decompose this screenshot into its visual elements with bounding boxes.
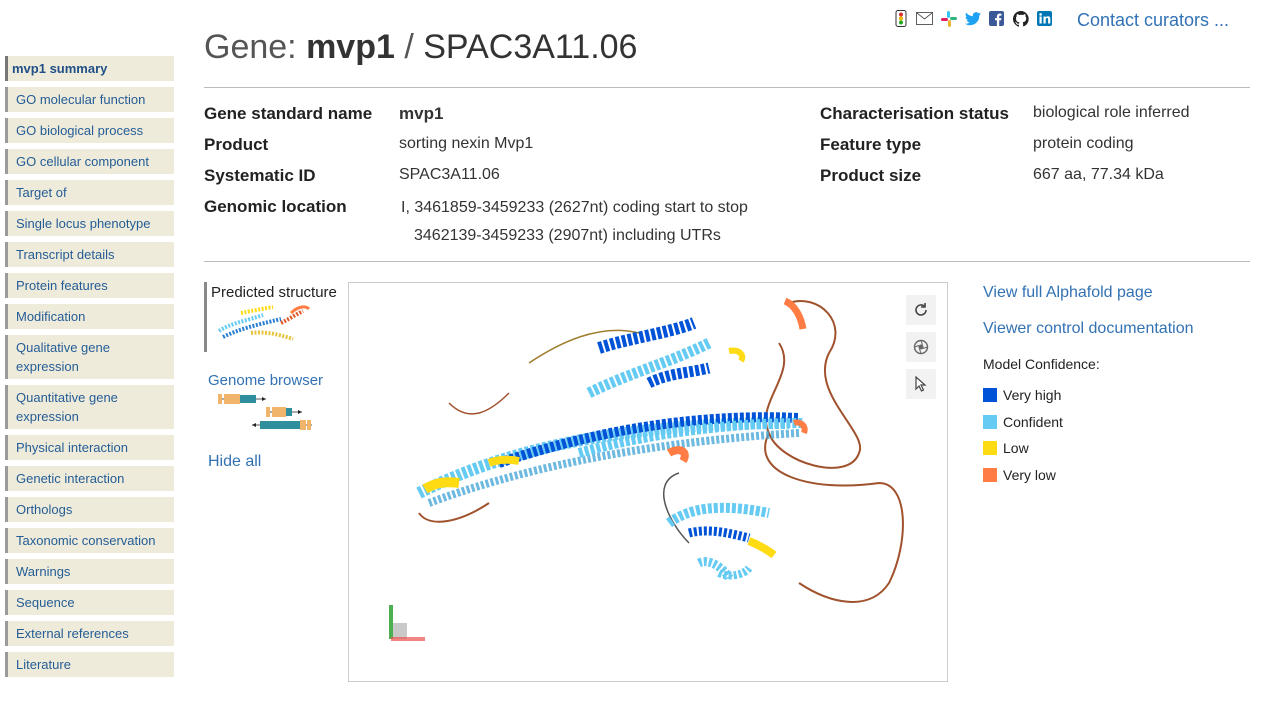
view-selector: Predicted structure Genome browser Hide …	[204, 282, 344, 470]
label-genomic-location: Genomic location	[204, 197, 347, 216]
sidebar-item-orthologs[interactable]: Orthologs	[5, 497, 174, 522]
value-feature-type: protein coding	[1033, 135, 1134, 152]
sidebar-item-modification[interactable]: Modification	[5, 304, 174, 329]
value-characterisation-status: biological role inferred	[1033, 104, 1190, 121]
divider	[204, 87, 1250, 88]
label-product: Product	[204, 135, 269, 154]
sidebar-item-warnings[interactable]: Warnings	[5, 559, 174, 584]
sidebar-item-genetic-interaction[interactable]: Genetic interaction	[5, 466, 174, 491]
genome-browser-thumbnail-icon[interactable]	[212, 391, 312, 433]
title-prefix: Gene:	[204, 28, 307, 66]
legend-label: Low	[1003, 440, 1029, 457]
structure-viewer[interactable]	[348, 282, 948, 682]
sidebar-item-taxonomic-conservation[interactable]: Taxonomic conservation	[5, 528, 174, 553]
divider	[204, 261, 1250, 262]
legend-swatch	[983, 414, 997, 429]
legend-swatch	[983, 441, 997, 456]
contact-curators-link[interactable]: Contact curators ...	[1077, 10, 1230, 30]
sidebar-item-go-biological-process[interactable]: GO biological process	[5, 118, 174, 143]
rotate-icon[interactable]	[906, 295, 936, 325]
page-title: Gene: mvp1 / SPAC3A11.06	[204, 28, 637, 67]
value-systematic-id: SPAC3A11.06	[399, 166, 500, 183]
value-genomic-location-coding: I, 3461859-3459233 (2627nt) coding start…	[401, 199, 748, 216]
sidebar-item-single-locus-phenotype[interactable]: Single locus phenotype	[5, 211, 174, 236]
systematic-id-title: SPAC3A11.06	[423, 28, 638, 66]
github-icon[interactable]	[1012, 10, 1029, 27]
sidebar-item-protein-features[interactable]: Protein features	[5, 273, 174, 298]
pointer-icon[interactable]	[906, 369, 936, 399]
value-product: sorting nexin Mvp1	[399, 135, 534, 152]
legend-label: Very high	[1003, 387, 1062, 404]
email-icon[interactable]	[916, 10, 933, 27]
predicted-structure-label: Predicted structure	[211, 284, 337, 301]
value-product-size: 667 aa, 77.34 kDa	[1033, 166, 1164, 183]
sidebar-item-physical-interaction[interactable]: Physical interaction	[5, 435, 174, 460]
sidebar-item-external-references[interactable]: External references	[5, 621, 174, 646]
linkedin-icon[interactable]	[1036, 10, 1053, 27]
sidebar-item-sequence[interactable]: Sequence	[5, 590, 174, 615]
model-confidence-title: Model Confidence:	[983, 356, 1100, 372]
sidebar-item-go-molecular-function[interactable]: GO molecular function	[5, 87, 174, 112]
genome-browser-link[interactable]: Genome browser	[208, 372, 324, 389]
legend-item: Low	[983, 435, 1194, 462]
sidebar-item-mvp1-summary[interactable]: mvp1 summary	[5, 56, 174, 81]
label-characterisation-status: Characterisation status	[820, 104, 1009, 123]
structure-thumbnail-icon	[217, 305, 311, 341]
sidebar-item-go-cellular-component[interactable]: GO cellular component	[5, 149, 174, 174]
label-feature-type: Feature type	[820, 135, 922, 154]
value-standard-name: mvp1	[399, 104, 444, 123]
legend-item: Very low	[983, 462, 1194, 489]
sidebar-nav: mvp1 summary GO molecular function GO biol…	[5, 56, 174, 683]
legend-label: Confident	[1003, 413, 1063, 430]
title-separator: /	[394, 28, 424, 66]
label-standard-name: Gene standard name	[204, 104, 373, 123]
legend-item: Confident	[983, 409, 1194, 436]
legend-swatch	[983, 388, 997, 403]
predicted-structure-tab[interactable]: Predicted structure	[204, 282, 344, 352]
alphafold-panel: View full Alphafold page Viewer control …	[983, 284, 1194, 488]
slack-icon[interactable]	[940, 10, 957, 27]
value-genomic-location-utrs: 3462139-3459233 (2907nt) including UTRs	[414, 227, 721, 244]
traffic-light-icon[interactable]	[892, 10, 909, 27]
hide-all-link[interactable]: Hide all	[208, 453, 262, 470]
sidebar-item-transcript-details[interactable]: Transcript details	[5, 242, 174, 267]
facebook-icon[interactable]	[988, 10, 1005, 27]
camera-icon[interactable]	[906, 332, 936, 362]
label-systematic-id: Systematic ID	[204, 166, 316, 185]
social-links	[892, 10, 1053, 27]
sidebar-item-quantitative-gene-expression[interactable]: Quantitative gene expression	[5, 385, 174, 429]
sidebar-item-target-of[interactable]: Target of	[5, 180, 174, 205]
protein-structure-render	[389, 297, 904, 641]
twitter-icon[interactable]	[964, 10, 981, 27]
view-alphafold-page-link[interactable]: View full Alphafold page	[983, 284, 1153, 301]
gene-name: mvp1	[306, 28, 395, 66]
viewer-control-docs-link[interactable]: Viewer control documentation	[983, 320, 1194, 337]
legend-item: Very high	[983, 382, 1194, 409]
legend-label: Very low	[1003, 466, 1056, 483]
sidebar-item-literature[interactable]: Literature	[5, 652, 174, 677]
sidebar-item-qualitative-gene-expression[interactable]: Qualitative gene expression	[5, 335, 174, 379]
legend-swatch	[983, 467, 997, 482]
label-product-size: Product size	[820, 166, 922, 185]
